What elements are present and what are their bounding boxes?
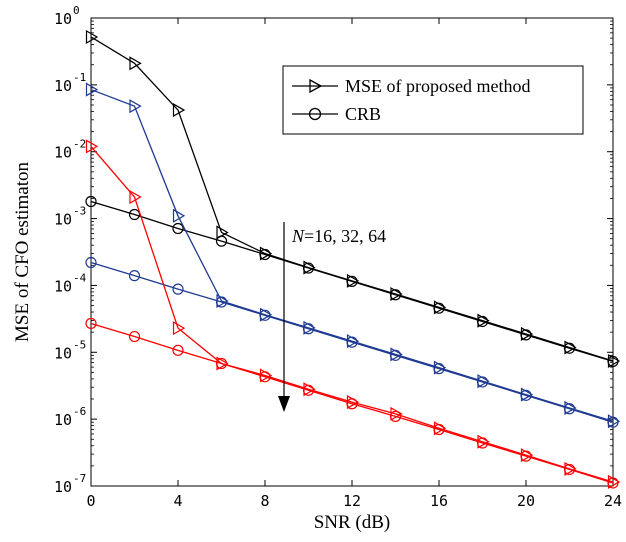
data-point-circle [85,317,97,330]
legend-box [282,65,584,135]
annotation-text: N=16, 32, 64 [291,226,386,246]
data-point-circle [607,416,619,428]
data-point-triangle [85,82,99,97]
data-point-circle [346,336,358,348]
y-tick-label-exponent: -2 [73,138,86,151]
data-point-circle [128,208,141,221]
y-tick-label-base: 10 [54,277,72,295]
data-point-circle [433,302,445,314]
legend: MSE of proposed method CRB [282,65,584,135]
data-point-circle [433,363,445,375]
data-point-triangle [172,321,186,336]
legend-item-crb: CRB [292,104,381,124]
data-point-circle [215,235,228,247]
y-tick-label-base: 10 [54,77,72,95]
data-point-circle [520,450,532,462]
annotation-arrowhead [278,396,290,412]
data-point-circle [476,315,489,328]
data-point-circle [172,222,184,235]
data-point-circle [389,349,402,361]
x-tick-label: 8 [260,492,269,510]
data-point-circle [607,477,619,489]
y-tick-label-exponent: -6 [73,405,86,418]
series-layer [85,29,621,489]
data-point-triangle [85,139,99,154]
y-tick-label-base: 10 [54,411,72,429]
x-tick-label: 16 [430,492,448,510]
series-line [90,322,614,484]
data-point-circle [128,330,141,343]
data-point-triangle [172,103,186,118]
data-point-circle [215,357,228,370]
data-point-circle [215,296,228,308]
data-point-circle [302,262,315,274]
y-tick-label-exponent: -5 [73,338,86,351]
x-tick-label: 0 [86,492,95,510]
data-point-circle [259,371,271,383]
data-point-triangle [129,189,142,205]
legend-triangle-marker [309,78,323,94]
data-point-triangle [85,29,99,45]
series-line [90,200,614,363]
data-point-circle [302,384,315,396]
annotation-italic-n: N [291,226,305,246]
data-point-triangle [216,225,229,240]
data-point-circle [520,389,532,401]
x-tick-label: 20 [517,492,535,510]
y-tick-label-exponent: -3 [73,205,86,218]
data-point-circle [607,355,619,368]
series-line [90,88,614,422]
data-point-circle [128,270,141,282]
data-point-circle [85,256,97,269]
legend-crb-label: CRB [345,104,381,124]
data-point-circle [476,437,489,449]
annotation-values: =16, 32, 64 [304,226,386,246]
series-line [90,145,614,483]
data-point-circle [389,289,402,301]
y-tick-label-exponent: -1 [73,71,86,84]
data-point-triangle [129,99,142,114]
series-crb-n-64 [85,317,619,489]
y-tick-label-base: 10 [54,478,72,496]
data-point-circle [302,323,315,335]
data-point-circle [389,410,402,422]
x-axis-label: SNR (dB) [314,512,391,533]
y-tick-label-base: 10 [54,10,72,28]
series-crb-n-16 [85,195,619,368]
data-point-circle [259,248,271,261]
x-tick-label: 12 [343,492,361,510]
y-tick-label-exponent: 0 [73,4,80,17]
data-point-circle [346,275,358,287]
x-tick-label: 4 [173,492,182,510]
legend-mse-label: MSE of proposed method [345,76,530,96]
y-tick-label-base: 10 [54,144,72,162]
y-tick-label-exponent: -7 [73,472,86,485]
data-point-triangle [172,208,186,223]
data-point-circle [563,403,576,415]
y-tick-label-base: 10 [54,344,72,362]
data-point-circle [85,195,97,208]
data-point-triangle [129,56,142,71]
data-point-circle [172,283,184,295]
x-tick-label: 24 [604,492,622,510]
data-point-circle [563,342,576,354]
data-point-circle [259,309,271,321]
data-point-circle [520,329,532,341]
data-point-circle [346,398,358,410]
y-tick-label-base: 10 [54,211,72,229]
data-point-circle [172,344,184,356]
data-point-circle [433,423,445,436]
y-axis-label: MSE of CFO estimaton [12,162,33,342]
legend-item-mse: MSE of proposed method [292,76,530,96]
series-crb-n-32 [85,256,619,428]
y-tick-label-exponent: -4 [73,271,87,284]
n-annotation: N=16, 32, 64 [278,222,386,412]
series-line [90,261,614,423]
data-point-circle [563,463,576,476]
legend-circle-marker [308,107,322,121]
data-point-circle [476,376,489,388]
